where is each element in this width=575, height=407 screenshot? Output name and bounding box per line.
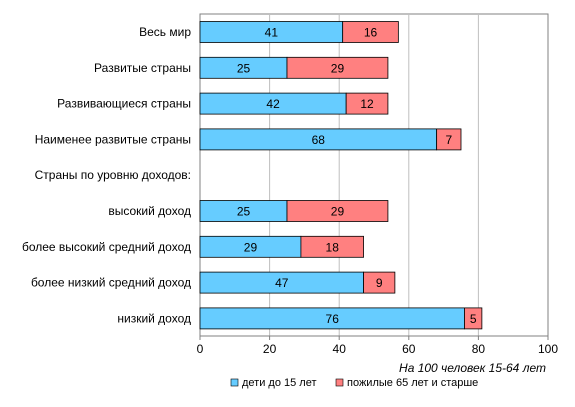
x-axis-title: На 100 человек 15-64 лет (399, 361, 546, 375)
data-label: 29 (244, 240, 258, 254)
bar-elderly (286, 200, 389, 222)
category-label: высокий доход (108, 204, 191, 218)
x-axis-ticks: 0 20 40 60 80 100 (197, 335, 558, 356)
data-label: 29 (331, 205, 345, 219)
category-label: Наименее развитые страны (35, 132, 191, 146)
legend-swatch (335, 378, 344, 387)
category-label: Развитые страны (94, 61, 191, 75)
legend-label: пожилые 65 лет и старше (347, 377, 478, 389)
bar-elderly (436, 128, 462, 151)
category-label: Страны по уровню доходов: (35, 168, 191, 182)
bar-elderly (345, 92, 389, 115)
data-label: 9 (376, 276, 383, 290)
data-label: 47 (275, 276, 289, 290)
data-label: 25 (237, 61, 251, 75)
bar-elderly (286, 56, 389, 79)
x-tick-label: 40 (333, 342, 347, 356)
data-label: 68 (312, 133, 326, 147)
bar-elderly (363, 271, 396, 294)
data-label: 41 (265, 26, 279, 40)
category-label: более низкий средний доход (31, 276, 191, 290)
legend-label: дети до 15 лет (242, 377, 317, 389)
data-label: 7 (445, 133, 452, 147)
data-label: 29 (331, 61, 345, 75)
bar-elderly (300, 235, 364, 258)
x-tick-label: 80 (472, 342, 486, 356)
bar-elderly (464, 307, 483, 330)
x-tick-label: 60 (402, 342, 416, 356)
bars: 41 16 25 29 42 12 68 7 25 29 29 18 47 9 76 5 (199, 21, 483, 330)
data-label: 42 (266, 97, 280, 111)
legend: дети до 15 лет пожилые 65 лет и старше (230, 377, 478, 389)
x-tick-label: 20 (263, 342, 277, 356)
data-label: 12 (360, 97, 374, 111)
bar-elderly (342, 21, 399, 43)
category-label: низкий доход (117, 311, 191, 325)
category-label: более высокий средний доход (22, 240, 191, 254)
x-tick-label: 0 (197, 342, 204, 356)
category-label: Весь мир (139, 25, 191, 39)
data-label: 18 (326, 240, 340, 254)
legend-swatch (230, 378, 239, 387)
data-label: 16 (364, 26, 378, 40)
category-labels: Весь мир Развитые страны Развивающиеся стр… (22, 25, 191, 325)
data-label: 5 (470, 312, 477, 326)
x-tick-label: 100 (538, 342, 558, 356)
data-label: 25 (237, 205, 251, 219)
category-label: Развивающиеся страны (57, 97, 191, 111)
data-label: 76 (326, 312, 340, 326)
